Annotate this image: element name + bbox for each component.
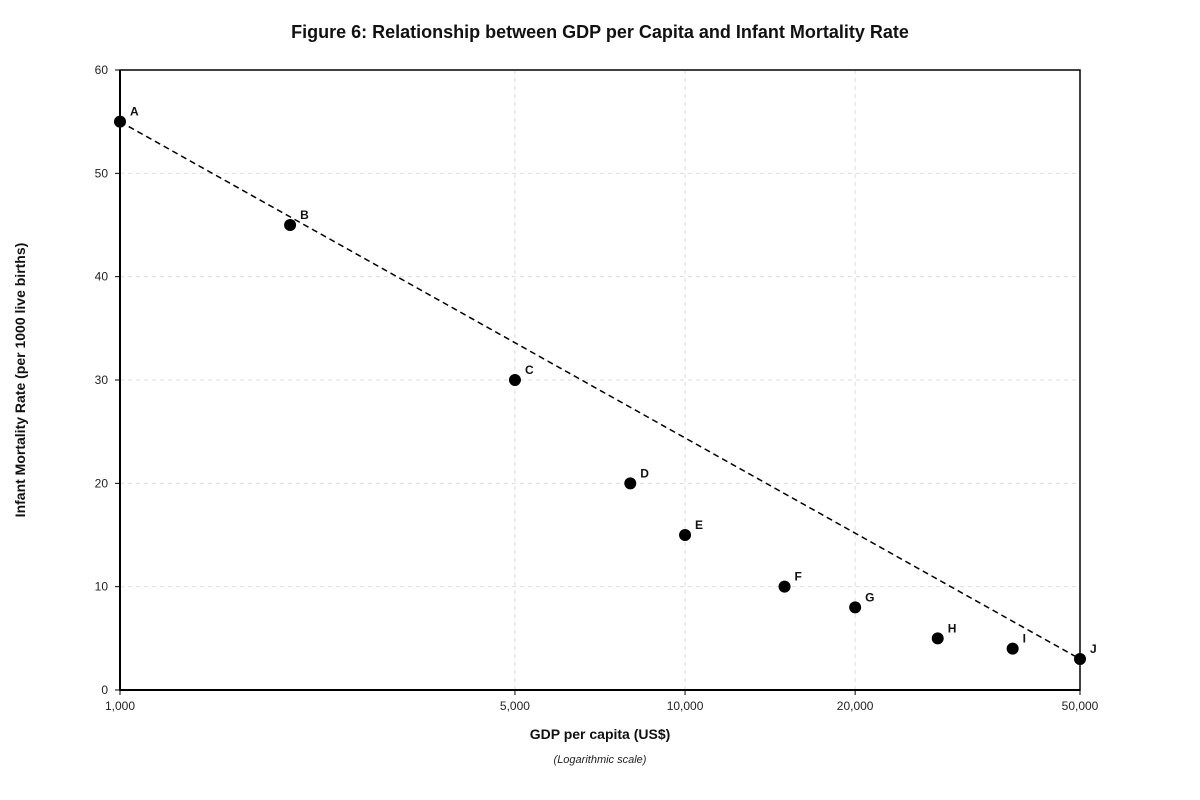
x-axis-label: GDP per capita (US$) [529, 726, 671, 742]
x-axis-scale-note: (Logarithmic scale) [553, 754, 647, 766]
data-point-label: I [1023, 632, 1026, 646]
data-point-label: D [640, 466, 649, 480]
y-tick-label: 30 [95, 373, 109, 387]
x-tick-label: 50,000 [1062, 699, 1099, 713]
data-point [679, 529, 692, 541]
data-point-label: E [695, 518, 703, 532]
data-point [624, 477, 637, 490]
data-point [1006, 642, 1019, 655]
data-point-label: C [525, 363, 534, 377]
data-point [114, 115, 126, 128]
data-point-label: A [130, 105, 139, 119]
x-tick-label: 10,000 [667, 699, 704, 713]
data-point-label: F [795, 570, 802, 584]
y-tick-label: 60 [95, 63, 109, 77]
y-tick-label: 50 [95, 166, 109, 180]
x-tick-label: 5,000 [500, 699, 530, 713]
trend-line [119, 121, 1081, 660]
data-point [931, 632, 944, 645]
data-point-label: H [948, 621, 957, 635]
data-point-label: J [1090, 642, 1097, 656]
y-tick-label: 20 [95, 476, 109, 490]
y-tick-label: 10 [95, 580, 109, 594]
x-tick-label: 1,000 [105, 699, 135, 713]
x-tick-label: 20,000 [837, 699, 874, 713]
chart-title: Figure 6: Relationship between GDP per C… [291, 22, 909, 42]
data-point [284, 219, 297, 231]
y-tick-label: 0 [101, 683, 108, 697]
data-point [1074, 653, 1086, 665]
data-point [849, 601, 862, 614]
data-point-label: B [300, 208, 309, 222]
data-point [778, 580, 791, 593]
data-point-label: G [865, 590, 874, 604]
y-tick-label: 40 [95, 270, 109, 284]
data-point [508, 374, 521, 386]
